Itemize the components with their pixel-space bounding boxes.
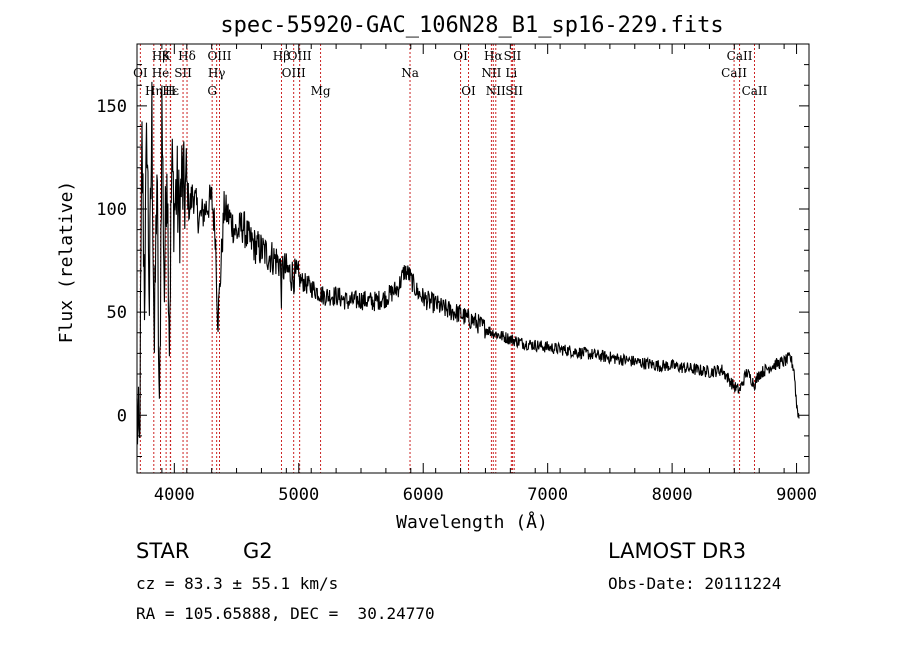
- spectral-line-label: Hα: [484, 49, 503, 63]
- spectral-line-label: Hβ: [152, 49, 169, 63]
- redshift-text: cz = 83.3 ± 55.1 km/s: [136, 574, 339, 593]
- spectral-subclass-label: G2: [243, 539, 273, 563]
- spectral-line-label: NII: [481, 66, 501, 80]
- x-tick-label: 7000: [527, 485, 568, 505]
- spectral-line-label: Mg: [311, 84, 331, 98]
- spectral-line-label: G: [207, 84, 217, 98]
- spectral-line-label: OI: [461, 84, 476, 98]
- spectral-line-label: CaII: [727, 49, 753, 63]
- spectral-line-label: CaII: [721, 66, 747, 80]
- spectral-line-label: Hε: [162, 84, 179, 98]
- spectral-line-label: NII: [486, 84, 506, 98]
- x-tick-label: 9000: [776, 485, 817, 505]
- plot-frame: [136, 43, 810, 474]
- x-axis-label: Wavelength (Å): [396, 511, 548, 533]
- spectral-line-label: OI: [133, 66, 148, 80]
- chart-title: spec-55920-GAC_106N28_B1_sp16-229.fits: [220, 13, 723, 38]
- y-tick-label: 150: [96, 97, 127, 117]
- x-tick-label: 5000: [278, 485, 319, 505]
- spectral-line-label: Hδ: [178, 49, 196, 63]
- y-tick-label: 0: [117, 406, 127, 426]
- spectral-line-label: Hη: [145, 84, 163, 98]
- y-axis-label: Flux (relative): [56, 181, 77, 344]
- x-tick-label: 4000: [154, 485, 195, 505]
- spectral-line-markers: [139, 44, 755, 473]
- coordinates-text: RA = 105.65888, DEC = 30.24770: [136, 604, 435, 623]
- spectral-line-label: OIII: [282, 66, 306, 80]
- spectral-line-label: OI: [453, 49, 468, 63]
- spectral-line-label: H: [165, 84, 175, 98]
- obs-date-text: Obs-Date: 20111224: [608, 574, 782, 593]
- spectrum-series: [136, 81, 800, 445]
- spectral-line-label: OIII: [207, 49, 231, 63]
- spectral-line-label: Hγ: [208, 66, 226, 80]
- spectral-line-label: SII: [505, 84, 523, 98]
- spectral-line-label: Na: [401, 66, 419, 80]
- survey-label: LAMOST DR3: [608, 539, 747, 563]
- spectral-line-label: Li: [505, 66, 517, 80]
- spectral-line-label: CaII: [742, 84, 768, 98]
- spectral-line-label: SII: [504, 49, 522, 63]
- y-tick-label: 100: [96, 200, 127, 220]
- spectral-line-label: K: [162, 49, 172, 63]
- spectral-line-label: OIII: [288, 49, 312, 63]
- x-tick-label: 6000: [403, 485, 444, 505]
- spectral-line-label: He: [152, 66, 170, 80]
- spectral-line-label: Hβ: [273, 49, 290, 63]
- y-tick-label: 50: [107, 303, 127, 323]
- axis-ticks: 4000 5000 6000 7000 8000 9000 0 50 100 150: [96, 44, 817, 505]
- object-class-label: STAR: [136, 539, 190, 563]
- x-tick-label: 8000: [652, 485, 693, 505]
- flux-series-line: [136, 81, 800, 445]
- spectral-line-label: SII: [174, 66, 192, 80]
